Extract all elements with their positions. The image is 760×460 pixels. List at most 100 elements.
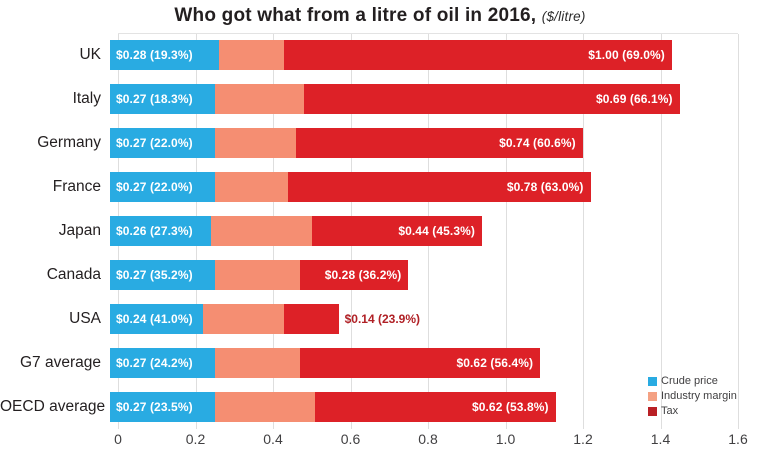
chart-title-unit: ($/litre) (541, 9, 586, 24)
tax-segment: $0.69 (66.1%) (303, 84, 680, 114)
bar-row: UK $0.28 (19.3%) $1.00 (69.0%) (0, 33, 760, 77)
x-tick-label: 0.2 (185, 431, 206, 447)
legend: Crude price Industry margin Tax (648, 375, 758, 420)
legend-item: Industry margin (648, 390, 758, 402)
gridline (738, 34, 739, 429)
category-label: Japan (58, 222, 101, 239)
segment-value-label: $0.27 (23.5%) (116, 400, 193, 414)
bar-track: $0.27 (35.2%) $0.28 (36.2%) (110, 260, 730, 290)
tax-segment: $0.28 (36.2%) (299, 260, 409, 290)
segment-value-label: $0.62 (56.4%) (456, 356, 534, 370)
tax-segment: $0.62 (53.8%) (315, 392, 556, 422)
bar-row: G7 average $0.27 (24.2%) $0.62 (56.4%) (0, 341, 760, 385)
industry-margin-segment (210, 216, 312, 246)
crude-price-segment: $0.27 (35.2%) (110, 260, 215, 290)
bar-track: $0.28 (19.3%) $1.00 (69.0%) (110, 40, 730, 70)
industry-margin-segment (218, 40, 285, 70)
bar-row: Italy $0.27 (18.3%) $0.69 (66.1%) (0, 77, 760, 121)
category-label: Canada (46, 266, 101, 283)
x-tick-label: 1.0 (495, 431, 516, 447)
industry-margin-segment (214, 84, 304, 114)
legend-item: Tax (648, 405, 758, 417)
x-tick-label: 1.2 (573, 431, 593, 447)
category-label: OECD average (0, 398, 106, 415)
bar-rows: UK $0.28 (19.3%) $1.00 (69.0%) Italy $0.27 (… (0, 33, 760, 429)
bar-track: $0.27 (22.0%) $0.78 (63.0%) (110, 172, 730, 202)
x-tick-label: 0.8 (418, 431, 438, 447)
bar-track: $0.27 (24.2%) $0.62 (56.4%) (110, 348, 730, 378)
industry-margin-segment (214, 260, 300, 290)
segment-value-label: $0.78 (63.0%) (506, 180, 584, 194)
legend-swatch-icon (648, 391, 657, 401)
crude-price-segment: $0.28 (19.3%) (110, 40, 219, 70)
segment-value-label: $1.00 (69.0%) (588, 48, 665, 62)
tax-segment (284, 304, 339, 334)
crude-price-segment: $0.27 (24.2%) (110, 348, 215, 378)
bar-row: Germany $0.27 (22.0%) $0.74 (60.6%) (0, 121, 760, 165)
industry-margin-segment (214, 172, 289, 202)
legend-label: Tax (661, 405, 679, 417)
segment-value-label: $0.27 (24.2%) (116, 356, 193, 370)
segment-value-label: $0.44 (45.3%) (398, 224, 475, 238)
x-tick-label: 0 (114, 431, 122, 447)
chart-title-text: Who got what from a litre of oil in 2016… (174, 5, 537, 26)
segment-value-label: $0.27 (18.3%) (116, 92, 193, 106)
segment-value-label: $0.27 (35.2%) (116, 268, 193, 282)
legend-swatch-icon (648, 406, 657, 416)
bar-track: $0.24 (41.0%) $0.14 (23.9%) (110, 304, 730, 334)
segment-value-label: $0.27 (22.0%) (116, 180, 193, 194)
industry-margin-segment (214, 128, 296, 158)
gridline (505, 34, 507, 429)
gridline (583, 34, 584, 429)
crude-price-segment: $0.27 (18.3%) (110, 84, 215, 114)
x-tick-label: 1.6 (728, 431, 748, 447)
tax-segment: $0.44 (45.3%) (311, 216, 482, 246)
x-tick-label: 0.6 (340, 431, 361, 447)
segment-value-label: $0.74 (60.6%) (499, 136, 576, 150)
category-label: Italy (72, 90, 101, 107)
legend-label: Crude price (661, 375, 718, 387)
tax-segment: $0.74 (60.6%) (296, 128, 583, 158)
industry-margin-segment (214, 392, 316, 422)
industry-margin-segment (203, 304, 285, 334)
category-label: G7 average (20, 354, 101, 371)
tax-segment: $1.00 (69.0%) (284, 40, 672, 70)
bar-track: $0.26 (27.3%) $0.44 (45.3%) (110, 216, 730, 246)
category-label: USA (69, 310, 101, 327)
gridline (660, 34, 662, 429)
chart-title: Who got what from a litre of oil in 2016… (0, 5, 760, 27)
crude-price-segment: $0.26 (27.3%) (110, 216, 211, 246)
segment-value-label: $0.28 (36.2%) (324, 268, 402, 282)
x-tick-label: 1.4 (650, 431, 671, 447)
x-axis: 0 0.2 0.4 0.6 0.8 1.0 1.2 1.4 1.6 (114, 431, 748, 455)
crude-price-segment: $0.27 (23.5%) (110, 392, 215, 422)
tax-value-label-outside: $0.14 (23.9%) (344, 312, 421, 326)
crude-price-segment: $0.24 (41.0%) (110, 304, 203, 334)
tax-segment: $0.62 (56.4%) (299, 348, 541, 378)
segment-value-label: $0.27 (22.0%) (116, 136, 193, 150)
segment-value-label: $0.69 (66.1%) (595, 92, 673, 106)
segment-value-label: $0.26 (27.3%) (116, 224, 193, 238)
crude-price-segment: $0.27 (22.0%) (110, 172, 215, 202)
bar-row: USA $0.24 (41.0%) $0.14 (23.9%) (0, 297, 760, 341)
legend-swatch-icon (648, 376, 657, 386)
category-label: Germany (37, 134, 101, 151)
x-tick-label: 0.4 (263, 431, 283, 447)
tax-segment: $0.78 (63.0%) (288, 172, 591, 202)
crude-price-segment: $0.27 (22.0%) (110, 128, 215, 158)
bar-row: OECD average $0.27 (23.5%) $0.62 (53.8%) (0, 385, 760, 429)
industry-margin-segment (214, 348, 300, 378)
bar-row: Canada $0.27 (35.2%) $0.28 (36.2%) (0, 253, 760, 297)
segment-value-label: $0.62 (53.8%) (471, 400, 549, 414)
category-label: UK (79, 46, 101, 63)
legend-label: Industry margin (661, 390, 737, 402)
bar-track: $0.27 (22.0%) $0.74 (60.6%) (110, 128, 730, 158)
segment-value-label: $0.24 (41.0%) (116, 312, 193, 326)
category-label: France (52, 178, 101, 195)
legend-item: Crude price (648, 375, 758, 387)
bar-track: $0.27 (18.3%) $0.69 (66.1%) (110, 84, 730, 114)
bar-row: Japan $0.26 (27.3%) $0.44 (45.3%) (0, 209, 760, 253)
segment-value-label: $0.28 (19.3%) (116, 48, 193, 62)
bar-row: France $0.27 (22.0%) $0.78 (63.0%) (0, 165, 760, 209)
